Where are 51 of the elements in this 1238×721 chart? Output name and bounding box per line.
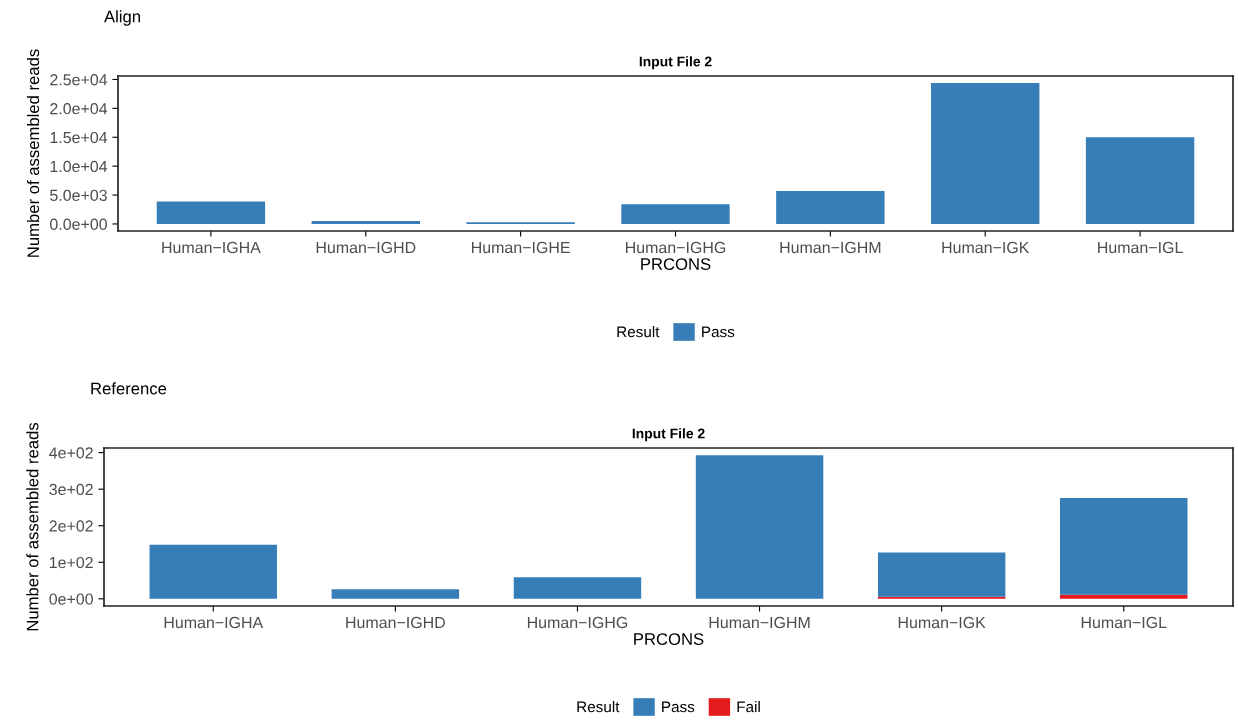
- chart-subtitle: Input File 2: [639, 56, 712, 70]
- bar: [1085, 137, 1195, 224]
- x-tick-label: Human−IGHE: [472, 241, 570, 254]
- bar: [311, 221, 420, 224]
- y-tick-label: 3e+02: [49, 483, 93, 496]
- y-tick-label: 1.5e+04: [50, 131, 108, 144]
- y-tick-label: 2e+02: [49, 520, 93, 532]
- legend-label: Fail: [737, 701, 760, 713]
- y-tick-label: 2.5e+04: [50, 74, 108, 86]
- bar: [1060, 594, 1188, 599]
- x-tick-label: Human−IGK: [898, 616, 986, 629]
- x-tick-label: Human−IGHG: [527, 616, 628, 629]
- legend-label: Pass: [662, 701, 695, 713]
- bar: [513, 577, 642, 599]
- chart-subtitle: Input File 2: [632, 428, 705, 442]
- y-tick-label: 1e+02: [49, 556, 93, 569]
- y-tick-label: 1.0e+04: [50, 160, 108, 173]
- x-tick-label: Human−IGL: [1098, 241, 1183, 254]
- x-tick-label: Human−IGL: [1081, 616, 1167, 629]
- x-axis-title: PRCONS: [641, 258, 711, 270]
- y-tick-label: 2.0e+04: [50, 103, 108, 115]
- legend-label: Pass: [702, 326, 735, 338]
- x-tick-label: Human−IGHM: [780, 241, 881, 254]
- bar: [331, 589, 460, 599]
- y-tick-label: 5.0e+03: [50, 189, 107, 201]
- y-tick-label: 0e+00: [49, 593, 93, 605]
- x-tick-label: Human−IGHG: [625, 241, 726, 254]
- x-tick-label: Human−IGHA: [164, 616, 264, 629]
- bar: [156, 201, 266, 224]
- legend-title: Result: [577, 701, 620, 713]
- x-tick-label: Human−IGHD: [316, 241, 416, 254]
- x-tick-label: Human−IGHD: [346, 616, 445, 629]
- x-axis-title: PRCONS: [634, 633, 704, 645]
- bar: [1060, 497, 1188, 595]
- x-tick-label: Human−IGHA: [162, 241, 261, 254]
- chart-title: Reference: [91, 382, 167, 395]
- y-axis-title: Number of assembled reads: [26, 49, 40, 257]
- legend-title: Result: [617, 326, 660, 338]
- bar: [877, 552, 1006, 597]
- bar: [776, 191, 885, 224]
- y-tick-label: 4e+02: [49, 447, 93, 459]
- x-tick-label: Human−IGK: [942, 241, 1030, 254]
- bar: [877, 596, 1006, 599]
- bar: [695, 455, 824, 599]
- y-tick-label: 0.0e+00: [50, 218, 107, 230]
- chart-title: Align: [104, 10, 140, 26]
- y-axis-title: Number of assembled reads: [26, 422, 39, 631]
- bar: [931, 82, 1040, 224]
- bar: [149, 544, 277, 599]
- x-tick-label: Human−IGHM: [709, 616, 810, 629]
- bar: [621, 204, 730, 224]
